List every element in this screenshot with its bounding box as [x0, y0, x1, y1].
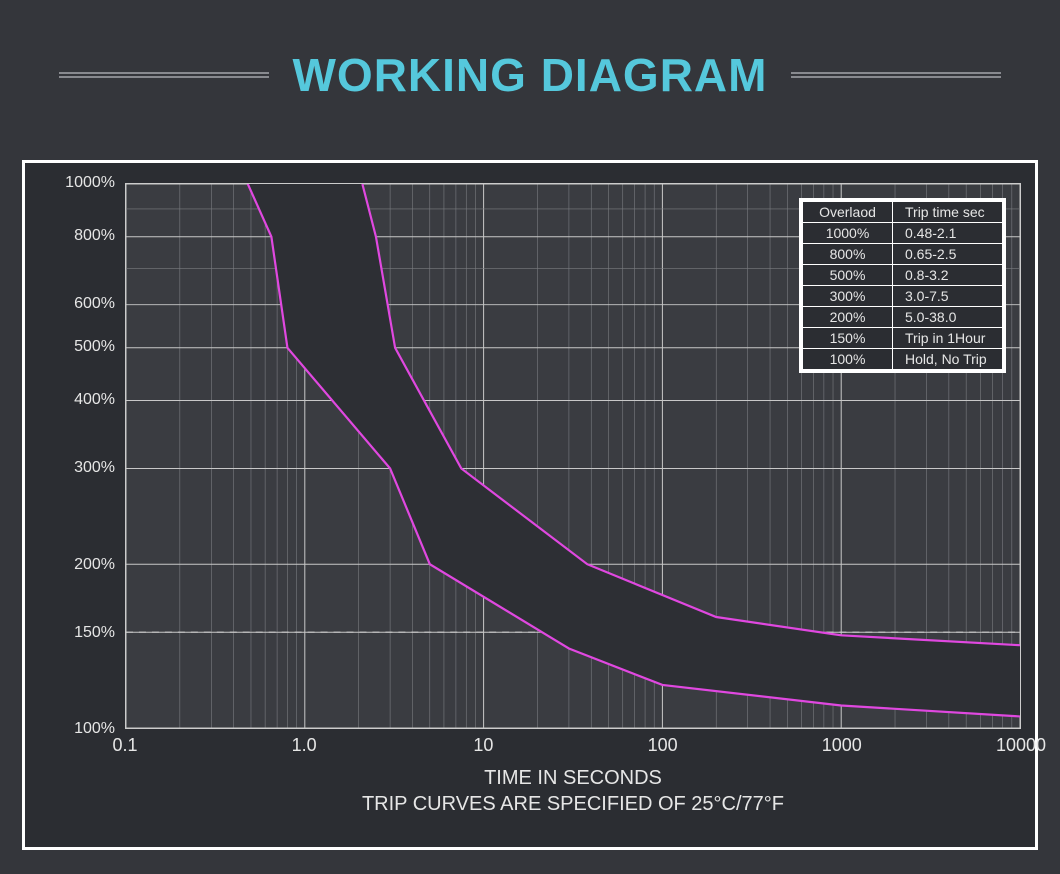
y-tick-label: 300% [74, 459, 115, 477]
legend-cell: 800% [803, 244, 893, 265]
decor-line-left [59, 72, 269, 78]
x-tick-label: 0.1 [112, 735, 137, 756]
x-tick-label: 100 [648, 735, 678, 756]
x-tick-label: 1.0 [292, 735, 317, 756]
y-tick-label: 600% [74, 295, 115, 313]
y-tick-label: 100% [74, 720, 115, 738]
title-row: WORKING DIAGRAM [0, 0, 1060, 102]
legend-cell: 200% [803, 307, 893, 328]
legend-cell: 5.0-38.0 [893, 307, 1003, 328]
legend-cell: 3.0-7.5 [893, 286, 1003, 307]
x-axis-title-2: TRIP CURVES ARE SPECIFIED OF 25°C/77°F [125, 793, 1021, 816]
x-axis-title-1: TIME IN SECONDS [125, 767, 1021, 790]
plot-area: OverlaodTrip time sec1000%0.48-2.1800%0.… [125, 183, 1021, 729]
y-tick-label: 400% [74, 391, 115, 409]
y-tick-label: 150% [74, 624, 115, 642]
legend-cell: 1000% [803, 223, 893, 244]
y-tick-label: 1000% [65, 174, 115, 192]
page-title: WORKING DIAGRAM [293, 48, 768, 102]
decor-line-right [791, 72, 1001, 78]
x-tick-label: 1000 [822, 735, 862, 756]
legend-cell: 300% [803, 286, 893, 307]
y-tick-label: 800% [74, 227, 115, 245]
y-tick-label: 500% [74, 338, 115, 356]
trip-time-table: OverlaodTrip time sec1000%0.48-2.1800%0.… [799, 198, 1006, 373]
legend-header: Overlaod [803, 202, 893, 223]
legend-cell: 150% [803, 328, 893, 349]
x-tick-label: 10000 [996, 735, 1046, 756]
x-tick-label: 10 [473, 735, 493, 756]
legend-cell: 500% [803, 265, 893, 286]
y-tick-label: 200% [74, 556, 115, 574]
chart-container: Load Current AS Percent of Circuit Break… [22, 160, 1038, 850]
legend-header: Trip time sec [893, 202, 1003, 223]
legend-cell: 100% [803, 349, 893, 370]
legend-cell: 0.48-2.1 [893, 223, 1003, 244]
legend-cell: 0.65-2.5 [893, 244, 1003, 265]
legend-cell: Hold, No Trip [893, 349, 1003, 370]
y-axis-tick-labels: 100%150%200%300%400%500%600%800%1000% [25, 183, 121, 729]
legend-cell: Trip in 1Hour [893, 328, 1003, 349]
legend-cell: 0.8-3.2 [893, 265, 1003, 286]
x-axis-tick-labels: 0.11.010100100010000 [125, 735, 1021, 765]
